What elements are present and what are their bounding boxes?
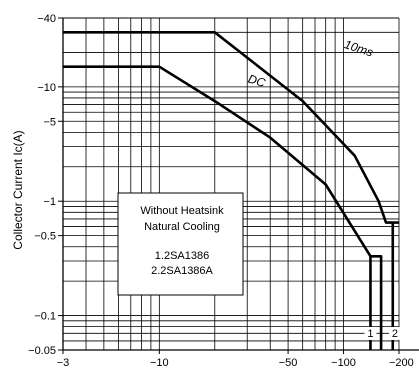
- y-tick-label: −40: [37, 13, 56, 25]
- annotation-title-line1: Without Heatsink: [140, 205, 224, 217]
- y-axis-title: Collector Current Iᴄ(A): [11, 130, 25, 249]
- annotation-frame: [117, 192, 244, 296]
- grid: [62, 17, 400, 351]
- x-tick-label: −50: [279, 357, 298, 369]
- axes: −40 −10 −5 −1 −0.5 −0.1 −0.05−3 −10 −50 −100 −200: [28, 13, 419, 369]
- corner-label-bg: [364, 326, 377, 340]
- x-tick-label: −10: [150, 357, 169, 369]
- annotation-item-1: 1.2SA1386: [155, 250, 209, 262]
- y-tick-label: −0.05: [28, 345, 56, 357]
- y-tick-label: −5: [43, 116, 56, 128]
- corner-label-bg: [388, 326, 401, 340]
- annotation-box: Without Heatsink Natural Cooling 1.2SA13…: [117, 192, 244, 296]
- y-tick-label: −0.1: [34, 311, 56, 323]
- annotation-item-2: 2.2SA1386A: [151, 265, 213, 277]
- series-line-dc: [63, 65, 383, 350]
- y-tick-label: −1: [43, 196, 56, 208]
- x-tick-label: −3: [57, 357, 70, 369]
- series-label: DC: [246, 72, 267, 91]
- series-line-10ms: [63, 30, 399, 224]
- corner-label: 1: [367, 328, 373, 340]
- x-tick-label: −200: [389, 357, 414, 369]
- annotation-title-line2: Natural Cooling: [144, 221, 220, 233]
- y-tick-label: −0.5: [34, 231, 56, 243]
- corner-label: 2: [392, 328, 398, 340]
- x-tick-label: −100: [331, 357, 356, 369]
- y-tick-label: −10: [37, 82, 56, 94]
